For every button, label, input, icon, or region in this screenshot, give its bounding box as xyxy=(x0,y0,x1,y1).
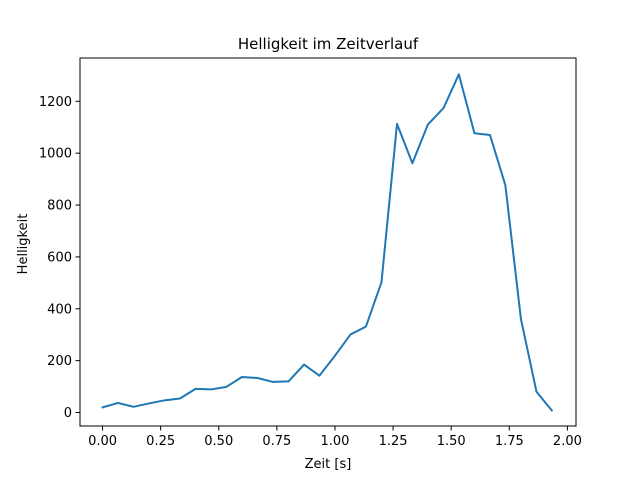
data-point xyxy=(443,107,445,109)
x-tick-label: 1.25 xyxy=(379,434,408,449)
x-tick-label: 0.75 xyxy=(262,434,291,449)
y-tick-label: 1000 xyxy=(39,147,72,162)
data-point xyxy=(520,318,522,320)
data-point xyxy=(318,375,320,377)
data-point xyxy=(411,162,413,164)
data-point xyxy=(117,402,119,404)
y-tick-label: 800 xyxy=(47,199,72,214)
data-point xyxy=(241,376,243,378)
data-point xyxy=(272,381,274,383)
data-point xyxy=(195,388,197,390)
x-tick-label: 0.50 xyxy=(204,434,233,449)
data-point xyxy=(287,380,289,382)
x-tick-label: 1.00 xyxy=(320,434,349,449)
data-point xyxy=(396,123,398,125)
data-point xyxy=(535,391,537,393)
data-point xyxy=(458,73,460,75)
x-tick-label: 0.00 xyxy=(88,434,117,449)
data-point xyxy=(489,134,491,136)
data-point xyxy=(303,364,305,366)
data-point xyxy=(102,406,104,408)
x-axis-title: Zeit [s] xyxy=(305,457,352,472)
y-tick-label: 200 xyxy=(47,354,72,369)
y-tick-label: 400 xyxy=(47,302,72,317)
data-point xyxy=(551,409,553,411)
data-point xyxy=(164,399,166,401)
data-point xyxy=(210,388,212,390)
x-tick-label: 1.50 xyxy=(437,434,466,449)
x-tick-label: 1.75 xyxy=(495,434,524,449)
y-tick-label: 1200 xyxy=(39,95,72,110)
data-point xyxy=(350,333,352,335)
data-point xyxy=(148,402,150,404)
plot-frame xyxy=(79,57,577,427)
data-point xyxy=(427,123,429,125)
data-point xyxy=(334,355,336,357)
y-tick-label: 0 xyxy=(64,406,72,421)
data-line-series-0 xyxy=(101,73,554,412)
chart-title: Helligkeit im Zeitverlauf xyxy=(238,35,419,53)
data-point xyxy=(225,386,227,388)
data-point xyxy=(365,326,367,328)
data-point xyxy=(504,184,506,186)
y-tick-label: 600 xyxy=(47,250,72,265)
data-point xyxy=(473,132,475,134)
x-tick-label: 2.00 xyxy=(553,434,582,449)
data-point xyxy=(179,398,181,400)
data-point xyxy=(380,281,382,283)
data-point xyxy=(132,406,134,408)
x-tick-label: 0.25 xyxy=(146,434,175,449)
y-axis-title: Helligkeit xyxy=(16,214,31,275)
data-point xyxy=(257,377,259,379)
